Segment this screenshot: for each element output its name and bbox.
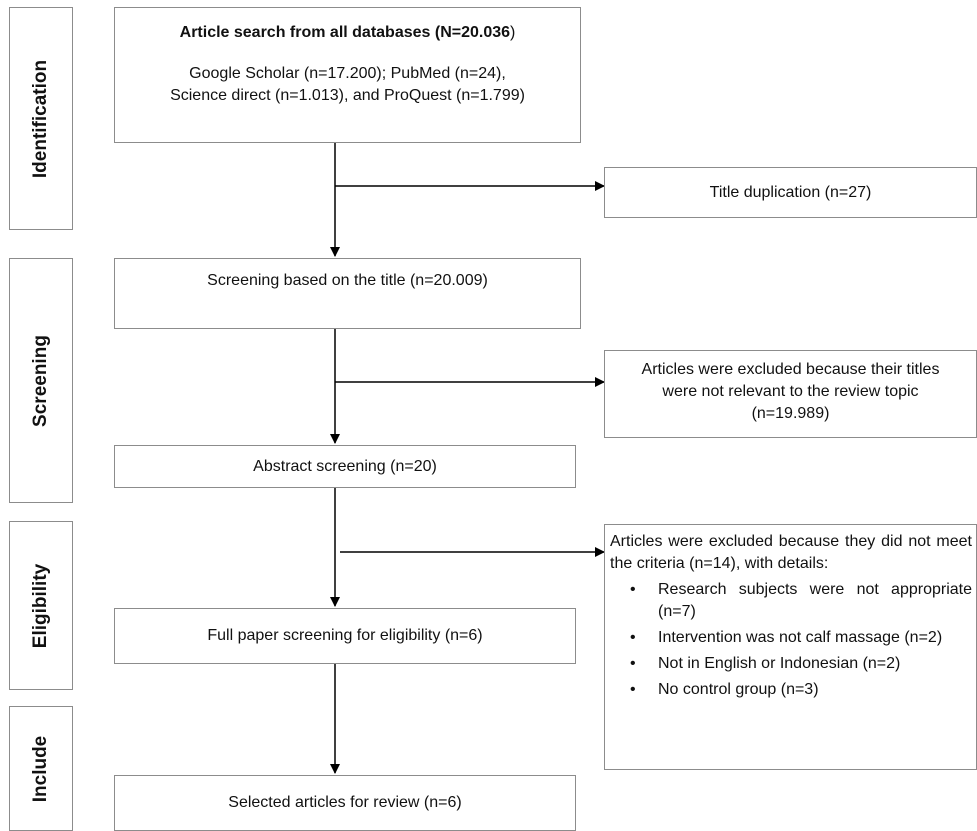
title-exclusion-line3: (n=19.989) xyxy=(751,405,830,422)
exclusion-item: • No control group (n=3) xyxy=(610,679,972,701)
fullpaper-screening-box: Full paper screening for eligibility (n=… xyxy=(114,608,576,664)
stage-identification: Identification xyxy=(9,7,73,230)
bullet-icon: • xyxy=(630,629,636,646)
selected-articles-text: Selected articles for review (n=6) xyxy=(228,794,462,811)
title-screening-text: Screening based on the title (n=20.009) xyxy=(207,272,488,289)
title-exclusion-box: Articles were excluded because their tit… xyxy=(604,350,977,438)
search-box: Article search from all databases (N=20.… xyxy=(114,7,581,143)
search-sources-line2: Science direct (n=1.013), and ProQuest (… xyxy=(170,87,525,104)
bullet-icon: • xyxy=(630,581,636,598)
title-exclusion-line1: Articles were excluded because their tit… xyxy=(641,361,940,378)
search-title-bold: Article search from all databases (N=20.… xyxy=(179,24,511,41)
stage-eligibility: Eligibility xyxy=(9,521,73,690)
fullpaper-screening-text: Full paper screening for eligibility (n=… xyxy=(207,627,483,644)
search-title: Article search from all databases (N=20.… xyxy=(180,22,516,44)
abstract-exclusion-box: Articles were excluded because they did … xyxy=(604,524,977,770)
title-exclusion-line2: were not relevant to the review topic xyxy=(662,383,919,400)
stage-screening: Screening xyxy=(9,258,73,503)
stage-include-label: Include xyxy=(30,735,51,802)
exclusion-item: • Research subjects were not appropriate … xyxy=(630,581,972,620)
abstract-exclusion-intro: Articles were excluded because they did … xyxy=(610,533,972,572)
bullet-icon: • xyxy=(630,655,636,672)
bullet-icon: • xyxy=(630,681,636,698)
stage-screening-label: Screening xyxy=(30,334,51,427)
stage-include: Include xyxy=(9,706,73,831)
exclusion-item: • Intervention was not calf massage (n=2) xyxy=(610,627,972,649)
duplication-box: Title duplication (n=27) xyxy=(604,167,977,218)
abstract-screening-text: Abstract screening (n=20) xyxy=(253,457,437,475)
search-title-tail: ) xyxy=(510,24,516,41)
exclusion-item: • Not in English or Indonesian (n=2) xyxy=(610,653,972,675)
selected-articles-box: Selected articles for review (n=6) xyxy=(114,775,576,831)
search-sources-line1: Google Scholar (n=17.200); PubMed (n=24)… xyxy=(189,65,506,82)
stage-identification-label: Identification xyxy=(30,59,51,178)
exclusion-criteria-list: • Research subjects were not appropriate … xyxy=(610,579,972,701)
stage-eligibility-label: Eligibility xyxy=(30,563,51,648)
duplication-text: Title duplication (n=27) xyxy=(709,183,872,201)
abstract-screening-box: Abstract screening (n=20) xyxy=(114,445,576,488)
title-screening-box: Screening based on the title (n=20.009) xyxy=(114,258,581,329)
